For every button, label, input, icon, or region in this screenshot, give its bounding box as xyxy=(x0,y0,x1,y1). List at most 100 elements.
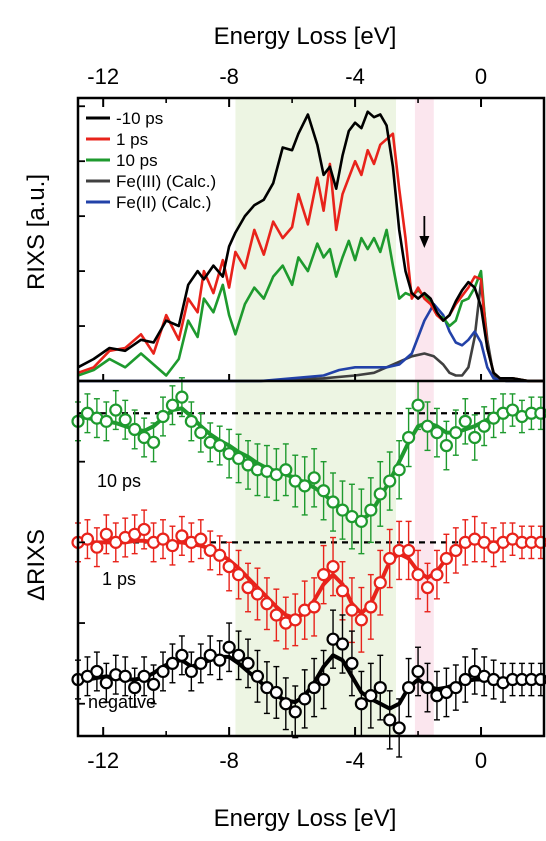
data-point xyxy=(354,697,368,711)
axis-ticks xyxy=(78,98,545,736)
arrow-head xyxy=(419,236,430,248)
top-tick-label-m12: -12 xyxy=(87,64,119,89)
data-point xyxy=(279,697,293,711)
data-point xyxy=(439,551,453,566)
plot-frame xyxy=(76,96,546,738)
data-point xyxy=(175,648,189,662)
data-point xyxy=(402,430,416,445)
data-point xyxy=(364,503,378,517)
data-point xyxy=(307,680,321,695)
legend-label-1ps: 1 ps xyxy=(116,130,148,149)
data-point xyxy=(194,532,208,546)
data-point xyxy=(307,600,321,614)
data-point xyxy=(430,568,444,582)
legend-label-minus10ps: -10 ps xyxy=(116,109,163,128)
data-point xyxy=(335,503,350,517)
legend-item-fe3-calc: Fe(III) (Calc.) xyxy=(86,172,216,191)
data-point xyxy=(364,689,378,703)
top-tick-label-m8: -8 xyxy=(219,64,239,89)
data-point xyxy=(222,640,236,654)
data-point xyxy=(118,669,132,683)
bottom-tick-labels: -12 -8 -4 0 xyxy=(87,748,487,773)
legend-item-fe2-calc: Fe(II) (Calc.) xyxy=(86,193,211,212)
data-point xyxy=(184,414,198,428)
arrow-marker xyxy=(419,216,430,248)
top-tick-label-m4: -4 xyxy=(345,64,365,89)
x-axis-title-top: Energy Loss [eV] xyxy=(214,23,397,50)
data-point xyxy=(146,435,161,449)
data-point xyxy=(194,426,208,440)
data-point xyxy=(307,471,321,485)
data-point xyxy=(222,559,236,574)
data-point xyxy=(411,664,425,679)
data-point xyxy=(392,463,406,477)
data-point xyxy=(231,568,246,582)
data-point xyxy=(383,551,397,566)
series-label-negative: negative xyxy=(88,692,156,712)
data-point xyxy=(458,414,472,428)
data-point xyxy=(156,664,170,679)
x-axis-title-bottom: Energy Loss [eV] xyxy=(214,805,397,832)
data-point xyxy=(345,656,359,670)
data-point xyxy=(128,422,142,437)
data-point xyxy=(392,721,406,735)
series-label-1ps: 1 ps xyxy=(102,569,136,589)
data-point xyxy=(213,438,227,453)
series-line-top-2 xyxy=(77,228,544,383)
data-point xyxy=(269,685,283,700)
data-point xyxy=(383,474,397,488)
series-line-top-0 xyxy=(77,110,544,383)
data-point xyxy=(184,664,198,679)
data-point xyxy=(420,419,435,433)
data-point xyxy=(439,438,453,453)
series-group-bottom-2 xyxy=(71,609,546,758)
data-point xyxy=(430,426,444,440)
data-point xyxy=(449,680,463,695)
data-point xyxy=(156,532,170,546)
top-tick-label-0: 0 xyxy=(475,64,487,89)
data-point xyxy=(373,487,387,501)
data-point xyxy=(118,413,132,427)
legend: -10 ps 1 ps 10 ps Fe(III) (Calc.) Fe(II)… xyxy=(86,109,216,212)
bottom-tick-label-m12: -12 xyxy=(87,748,119,773)
y-axis-title-bottom: ΔRIXS xyxy=(23,529,50,601)
data-point xyxy=(241,656,255,670)
data-point xyxy=(90,664,104,679)
data-point xyxy=(250,587,265,601)
bottom-panel-series xyxy=(71,377,546,758)
shaded-region-0 xyxy=(235,98,397,736)
data-point xyxy=(231,648,246,662)
data-point xyxy=(99,414,113,428)
data-point xyxy=(231,451,246,466)
series-label-10ps: 10 ps xyxy=(97,471,141,491)
data-point xyxy=(458,672,472,687)
data-point xyxy=(128,680,142,695)
legend-label-fe2-calc: Fe(II) (Calc.) xyxy=(116,193,211,212)
data-point xyxy=(298,479,312,493)
data-point xyxy=(411,398,425,412)
data-point xyxy=(298,692,312,706)
data-point xyxy=(316,568,331,582)
data-point xyxy=(505,403,520,417)
data-point xyxy=(364,600,378,614)
data-point xyxy=(99,676,113,690)
bottom-tick-label-0: 0 xyxy=(475,748,487,773)
data-point xyxy=(99,527,113,541)
top-tick-labels: -12 -8 -4 0 xyxy=(87,64,487,89)
data-point xyxy=(288,613,302,627)
series-line-top-1 xyxy=(77,132,544,383)
data-point xyxy=(175,390,189,404)
data-point xyxy=(137,522,151,537)
data-point xyxy=(316,672,331,687)
data-point xyxy=(420,580,435,595)
data-point xyxy=(146,677,161,691)
data-point xyxy=(156,409,170,424)
bottom-tick-label-m8: -8 xyxy=(219,748,239,773)
data-point xyxy=(175,529,189,543)
bottom-tick-label-m4: -4 xyxy=(345,748,365,773)
data-point xyxy=(326,495,340,509)
data-point xyxy=(213,548,227,562)
data-point xyxy=(468,430,482,445)
data-point xyxy=(402,680,416,695)
